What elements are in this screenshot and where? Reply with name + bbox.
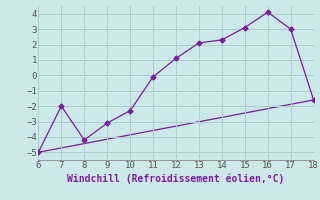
X-axis label: Windchill (Refroidissement éolien,°C): Windchill (Refroidissement éolien,°C)	[67, 173, 285, 184]
